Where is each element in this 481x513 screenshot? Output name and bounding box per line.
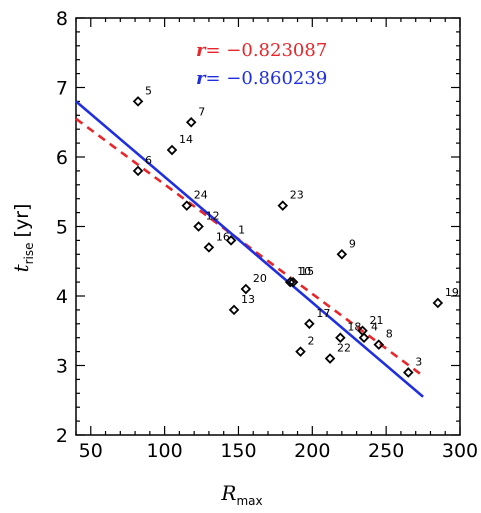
y-tick-label: 8: [56, 8, 68, 30]
point-label-2: 2: [307, 335, 314, 348]
correlation-annotation-red: r= −0.823087: [196, 40, 327, 61]
data-point-10: [284, 276, 296, 288]
x-tick-label: 300: [442, 440, 478, 462]
data-point-19: [432, 297, 444, 309]
y-tick-label: 3: [56, 356, 68, 378]
data-point-20: [240, 283, 252, 295]
point-label-4: 4: [371, 321, 378, 334]
data-point-14: [166, 144, 178, 156]
data-point-22: [324, 353, 336, 364]
point-label-5: 5: [145, 84, 152, 97]
x-tick-label: 100: [146, 440, 182, 462]
y-tick-label: 5: [56, 217, 68, 239]
data-point-3: [403, 367, 414, 378]
data-point-7: [185, 116, 197, 128]
point-label-23: 23: [290, 189, 304, 202]
point-label-19: 19: [445, 286, 459, 299]
data-point-6: [132, 165, 144, 177]
data-point-18: [335, 332, 346, 343]
y-tick-label: 7: [56, 78, 68, 100]
point-label-18: 18: [347, 321, 361, 334]
y-tick-label: 2: [56, 425, 68, 447]
data-point-16: [203, 242, 215, 253]
fit-line-solid-blue: [75, 100, 424, 398]
fit-line-dashed-red: [75, 117, 424, 377]
point-label-7: 7: [198, 105, 205, 118]
data-point-5: [132, 96, 144, 107]
point-label-21: 21: [370, 314, 384, 327]
correlation-annotation-blue: r= −0.860239: [196, 68, 327, 89]
y-axis-title: trise[yr]: [9, 204, 36, 273]
point-label-3: 3: [415, 355, 422, 368]
data-point-2: [295, 346, 306, 357]
point-label-12: 12: [206, 210, 220, 223]
data-point-13: [228, 304, 240, 316]
point-label-15: 15: [300, 265, 314, 278]
y-tick-label: 4: [56, 286, 68, 308]
x-axis-title: Rmax: [220, 481, 262, 508]
data-point-1: [225, 235, 237, 246]
data-point-15: [287, 276, 299, 288]
point-label-17: 17: [316, 307, 330, 320]
data-point-8: [373, 339, 385, 350]
x-tick-label: 200: [294, 440, 330, 462]
point-label-14: 14: [179, 133, 193, 146]
data-point-4: [358, 332, 370, 343]
x-tick-label: 250: [368, 440, 404, 462]
point-label-8: 8: [386, 328, 393, 341]
point-label-22: 22: [337, 342, 351, 355]
point-label-9: 9: [349, 237, 356, 250]
point-label-24: 24: [194, 189, 208, 202]
point-label-1: 1: [238, 223, 245, 236]
data-point-23: [277, 200, 289, 211]
x-tick-label: 50: [79, 440, 103, 462]
point-label-20: 20: [253, 272, 267, 285]
data-point-12: [193, 221, 204, 232]
data-point-24: [181, 200, 193, 211]
x-tick-label: 150: [220, 440, 256, 462]
point-label-13: 13: [241, 293, 255, 306]
fit-lines: [75, 100, 424, 398]
point-label-6: 6: [145, 154, 152, 167]
y-tick-label: 6: [56, 147, 68, 169]
data-point-9: [336, 249, 348, 260]
data-point-17: [304, 318, 315, 330]
point-label-10: 10: [297, 265, 311, 278]
